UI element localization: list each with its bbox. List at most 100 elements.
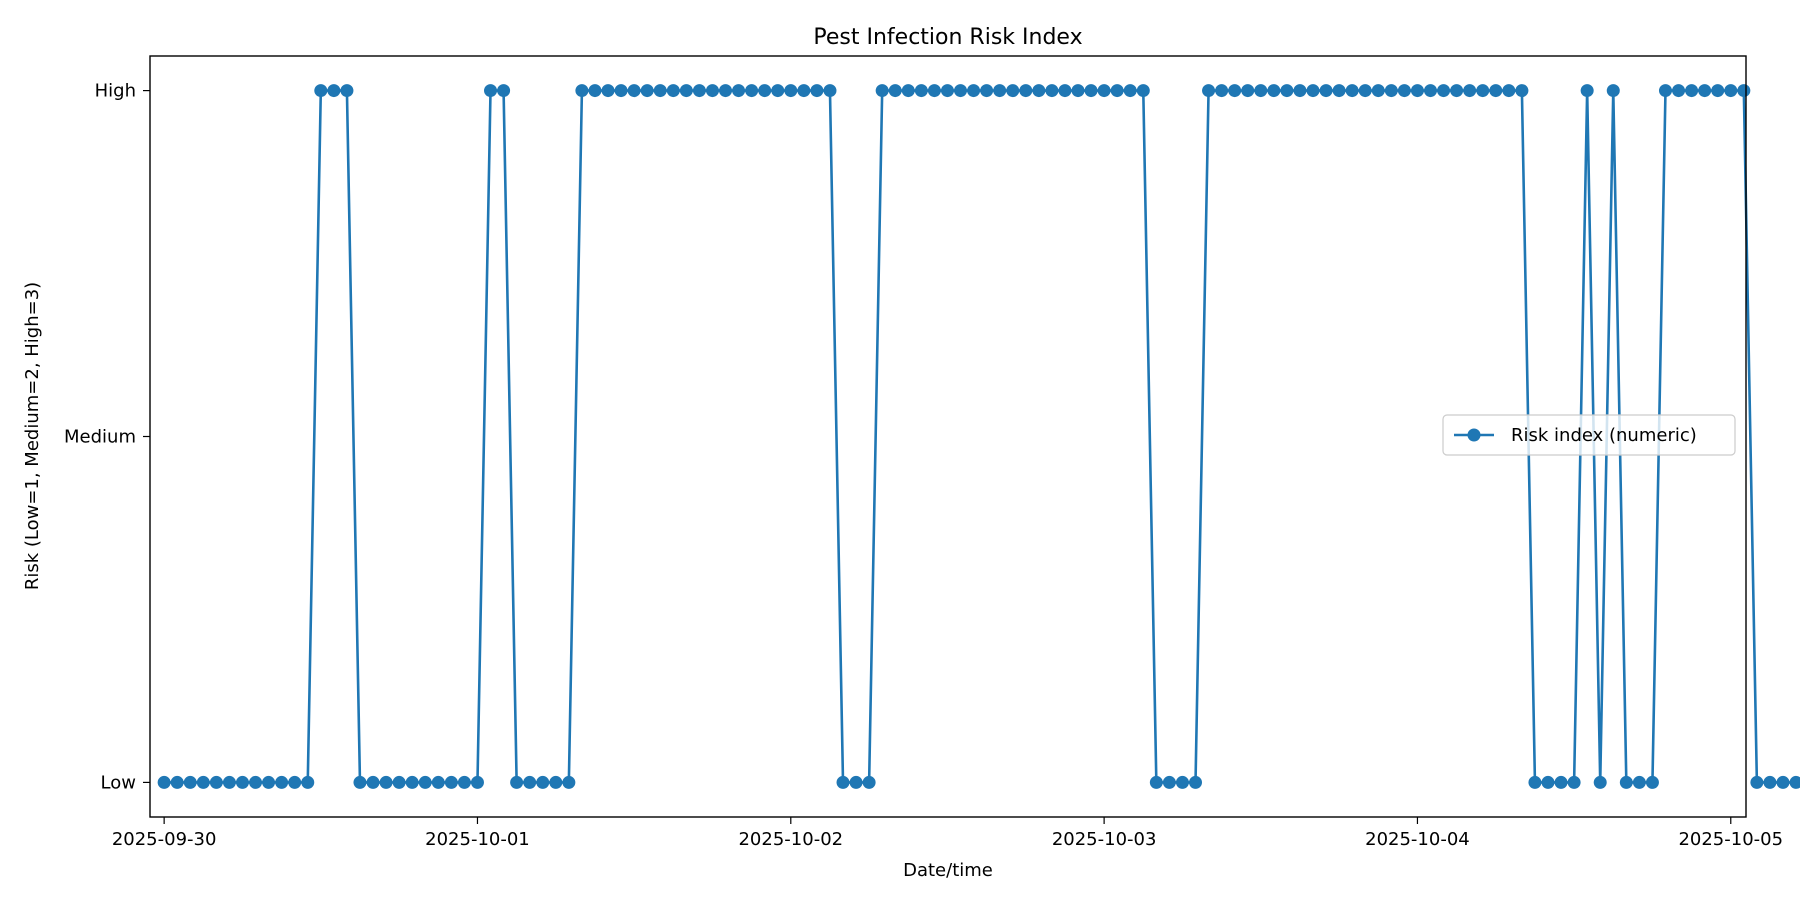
- data-point: [340, 84, 354, 98]
- data-point: [1515, 84, 1529, 98]
- data-point: [692, 84, 706, 98]
- x-tick-label: 2025-10-03: [1052, 829, 1157, 850]
- data-point: [614, 84, 628, 98]
- data-point: [1450, 84, 1464, 98]
- data-point: [810, 84, 824, 98]
- data-point: [1058, 84, 1072, 98]
- data-point: [314, 84, 328, 98]
- data-point: [653, 84, 667, 98]
- data-point: [327, 84, 341, 98]
- data-point: [222, 775, 236, 789]
- data-point: [940, 84, 954, 98]
- data-point: [1319, 84, 1333, 98]
- data-point: [1632, 775, 1646, 789]
- data-point: [457, 775, 471, 789]
- data-point: [1123, 84, 1137, 98]
- data-point: [235, 775, 249, 789]
- data-point: [980, 84, 994, 98]
- data-point: [196, 775, 210, 789]
- data-point: [392, 775, 406, 789]
- data-point: [1358, 84, 1372, 98]
- data-point: [1593, 775, 1607, 789]
- data-point: [1698, 84, 1712, 98]
- data-point: [379, 775, 393, 789]
- data-point: [549, 775, 563, 789]
- data-point: [666, 84, 680, 98]
- data-point: [888, 84, 902, 98]
- data-point: [1424, 84, 1437, 98]
- data-point: [1554, 775, 1568, 789]
- y-tick-label: Medium: [64, 427, 136, 448]
- data-point: [1685, 84, 1699, 98]
- data-point: [1658, 84, 1672, 98]
- data-point: [1711, 84, 1725, 98]
- data-point: [1162, 775, 1176, 789]
- data-point: [1528, 775, 1542, 789]
- data-point: [1006, 84, 1020, 98]
- data-point: [470, 775, 484, 789]
- y-axis-ticks: Low Medium High: [64, 81, 150, 793]
- data-point: [758, 84, 772, 98]
- data-point: [967, 84, 981, 98]
- data-point: [1202, 84, 1216, 98]
- data-point: [1306, 84, 1320, 98]
- data-point: [288, 775, 302, 789]
- data-point: [1789, 775, 1800, 789]
- data-point: [1750, 775, 1764, 789]
- data-point: [262, 775, 276, 789]
- data-point: [1476, 84, 1490, 98]
- data-point: [275, 775, 289, 789]
- data-point: [1045, 84, 1059, 98]
- data-point: [366, 775, 380, 789]
- data-point: [1580, 84, 1594, 98]
- data-point: [1606, 84, 1620, 98]
- data-point: [536, 775, 550, 789]
- data-point: [1280, 84, 1294, 98]
- data-point: [1397, 84, 1411, 98]
- y-tick-label: High: [95, 81, 136, 102]
- x-tick-label: 2025-10-01: [425, 829, 530, 850]
- data-point: [1763, 775, 1777, 789]
- data-point: [954, 84, 968, 98]
- data-point: [927, 84, 941, 98]
- data-point: [1410, 84, 1424, 98]
- data-point: [784, 84, 798, 98]
- data-point: [719, 84, 733, 98]
- data-point: [1437, 84, 1451, 98]
- x-axis-ticks: 2025-09-30 2025-10-01 2025-10-02 2025-10-03…: [112, 817, 1783, 850]
- data-point: [1097, 84, 1111, 98]
- x-tick-label: 2025-10-05: [1678, 829, 1783, 850]
- data-point: [1254, 84, 1268, 98]
- data-point: [745, 84, 759, 98]
- data-point: [1332, 84, 1346, 98]
- data-point: [627, 84, 641, 98]
- data-point: [993, 84, 1007, 98]
- data-point: [1110, 84, 1124, 98]
- data-point: [1724, 84, 1738, 98]
- data-point: [862, 775, 876, 789]
- data-point: [1567, 775, 1581, 789]
- data-point: [1136, 84, 1150, 98]
- data-point: [836, 775, 850, 789]
- data-point: [510, 775, 524, 789]
- data-point: [1241, 84, 1255, 98]
- data-point: [1019, 84, 1033, 98]
- data-point: [1463, 84, 1477, 98]
- data-point: [1645, 775, 1659, 789]
- data-point: [183, 775, 197, 789]
- data-point: [1149, 775, 1163, 789]
- data-point: [1215, 84, 1229, 98]
- data-point: [1489, 84, 1503, 98]
- data-point: [1032, 84, 1046, 98]
- legend-marker-swatch: [1467, 428, 1481, 442]
- legend: Risk index (numeric): [1442, 414, 1736, 456]
- x-axis-title: Date/time: [903, 860, 993, 881]
- data-point: [1541, 775, 1555, 789]
- data-point: [562, 775, 576, 789]
- data-point: [170, 775, 184, 789]
- data-point: [444, 775, 458, 789]
- data-point: [1619, 775, 1633, 789]
- data-point: [849, 775, 863, 789]
- data-point: [353, 775, 367, 789]
